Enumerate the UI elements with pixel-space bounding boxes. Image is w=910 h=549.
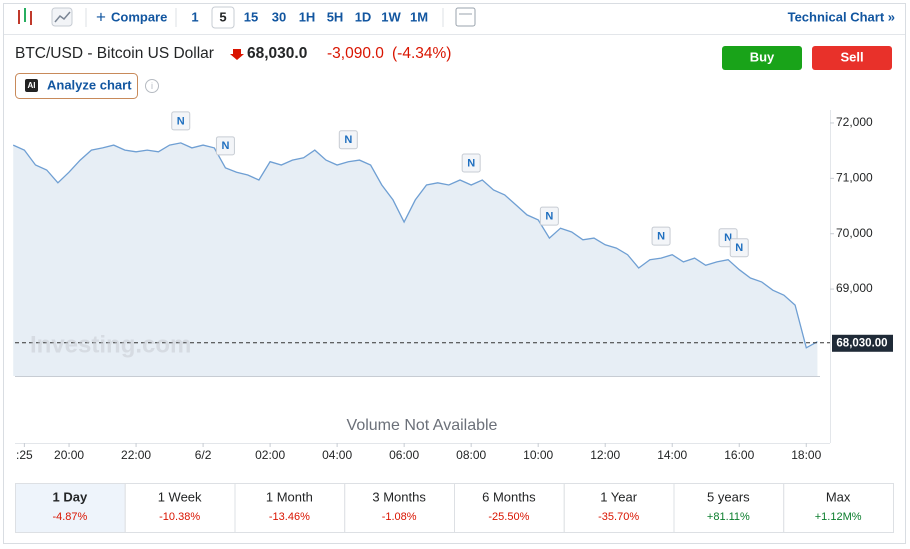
news-marker-label: N <box>344 134 352 146</box>
plus-icon: + <box>96 7 106 26</box>
sell-button[interactable] <box>812 46 892 70</box>
volume-note: Volume Not Available <box>347 417 498 434</box>
x-tick-label: 02:00 <box>255 448 285 462</box>
y-tick-label: 71,000 <box>836 171 873 185</box>
news-marker[interactable] <box>539 206 559 226</box>
y-tick-label: 72,000 <box>836 115 873 129</box>
range-label: 5 years <box>707 489 750 504</box>
news-marker-label: N <box>724 232 732 244</box>
news-marker[interactable] <box>171 111 191 131</box>
news-marker-label: N <box>467 157 475 169</box>
change-percent: (-4.34%) <box>392 45 451 62</box>
news-marker[interactable] <box>651 226 671 246</box>
range-change: +81.11% <box>707 511 750 523</box>
news-marker[interactable] <box>215 136 235 156</box>
range-label: Max <box>826 489 851 504</box>
range-change: -25.50% <box>488 511 529 523</box>
candle-icon[interactable] <box>18 8 32 25</box>
x-tick-label: 16:00 <box>724 448 754 462</box>
interval-button[interactable]: 1 <box>191 9 198 24</box>
x-tick-label: 6/2 <box>195 448 212 462</box>
range-change: -1.08% <box>382 511 417 523</box>
analyze-label: Analyze chart <box>47 77 132 92</box>
watermark: Investing.com <box>30 331 191 358</box>
news-marker[interactable] <box>729 238 749 258</box>
x-tick-label: 18:00 <box>791 448 821 462</box>
last-price-label: 68,030.00 <box>836 337 887 349</box>
y-tick-label: 69,000 <box>836 281 873 295</box>
x-tick-label: 22:00 <box>121 448 151 462</box>
interval-button[interactable]: 1H <box>299 9 316 24</box>
interval-button[interactable]: 5H <box>327 9 344 24</box>
info-icon-glyph: i <box>151 81 153 91</box>
news-marker-label: N <box>735 242 743 254</box>
news-marker-label: N <box>545 211 553 223</box>
compare-button[interactable]: Compare <box>111 9 167 24</box>
analyze-button[interactable] <box>15 73 138 99</box>
range-label: 1 Week <box>158 489 202 504</box>
interval-button[interactable]: 5 <box>219 9 226 24</box>
down-arrow <box>230 49 244 60</box>
news-marker[interactable] <box>461 153 481 173</box>
range-label: 1 Day <box>53 489 88 504</box>
range-tab[interactable] <box>454 483 565 533</box>
x-tick-label: 14:00 <box>657 448 687 462</box>
price: 68,030.0 <box>247 45 307 62</box>
range-change: +1.12M% <box>815 511 862 523</box>
range-tab[interactable] <box>124 483 236 533</box>
x-tick-label: :25 <box>16 448 33 462</box>
range-tab[interactable] <box>234 483 346 533</box>
range-label: 3 Months <box>372 489 426 504</box>
interval-button[interactable]: 1M <box>410 9 428 24</box>
range-change: -35.70% <box>598 511 639 523</box>
ai-icon-text: AI <box>28 81 36 90</box>
x-tick-label: 10:00 <box>523 448 553 462</box>
range-label: 1 Month <box>266 489 313 504</box>
x-tick-label: 04:00 <box>322 448 352 462</box>
news-marker-label: N <box>177 115 185 127</box>
news-marker-label: N <box>221 140 229 152</box>
news-marker-label: N <box>657 230 665 242</box>
interval-button[interactable]: 1D <box>355 9 372 24</box>
info-icon[interactable] <box>145 79 159 93</box>
range-change: -4.87% <box>52 511 87 523</box>
buy-button[interactable] <box>722 46 802 70</box>
y-tick-label: 70,000 <box>836 226 873 240</box>
x-tick-label: 12:00 <box>590 448 620 462</box>
range-tab[interactable] <box>673 483 785 533</box>
technical-chart-link[interactable]: Technical Chart » <box>788 9 895 24</box>
table-icon[interactable] <box>455 7 476 27</box>
news-marker[interactable] <box>338 130 358 150</box>
buy-label: Buy <box>750 49 775 64</box>
x-tick-label: 20:00 <box>54 448 84 462</box>
range-tab[interactable] <box>783 483 894 533</box>
interval-selected <box>211 6 235 29</box>
range-change: -13.46% <box>269 511 310 523</box>
interval-button[interactable]: 1W <box>381 9 401 24</box>
area <box>13 142 818 376</box>
line-icon-glyph <box>54 11 71 23</box>
interval-button[interactable]: 30 <box>272 9 286 24</box>
interval-button[interactable]: 15 <box>244 9 258 24</box>
instrument-title: BTC/USD - Bitcoin US Dollar <box>15 45 214 62</box>
last-price-box <box>832 334 893 352</box>
ai-icon <box>25 79 38 92</box>
range-label: 6 Months <box>482 489 536 504</box>
x-tick-label: 06:00 <box>389 448 419 462</box>
sell-label: Sell <box>840 49 863 64</box>
x-tick-label: 08:00 <box>456 448 486 462</box>
range-tab[interactable] <box>15 483 126 533</box>
price-line <box>12 142 818 349</box>
range-change: -10.38% <box>159 511 200 523</box>
range-tab[interactable] <box>563 483 675 533</box>
range-label: 1 Year <box>600 489 638 504</box>
change: -3,090.0 <box>327 45 384 62</box>
